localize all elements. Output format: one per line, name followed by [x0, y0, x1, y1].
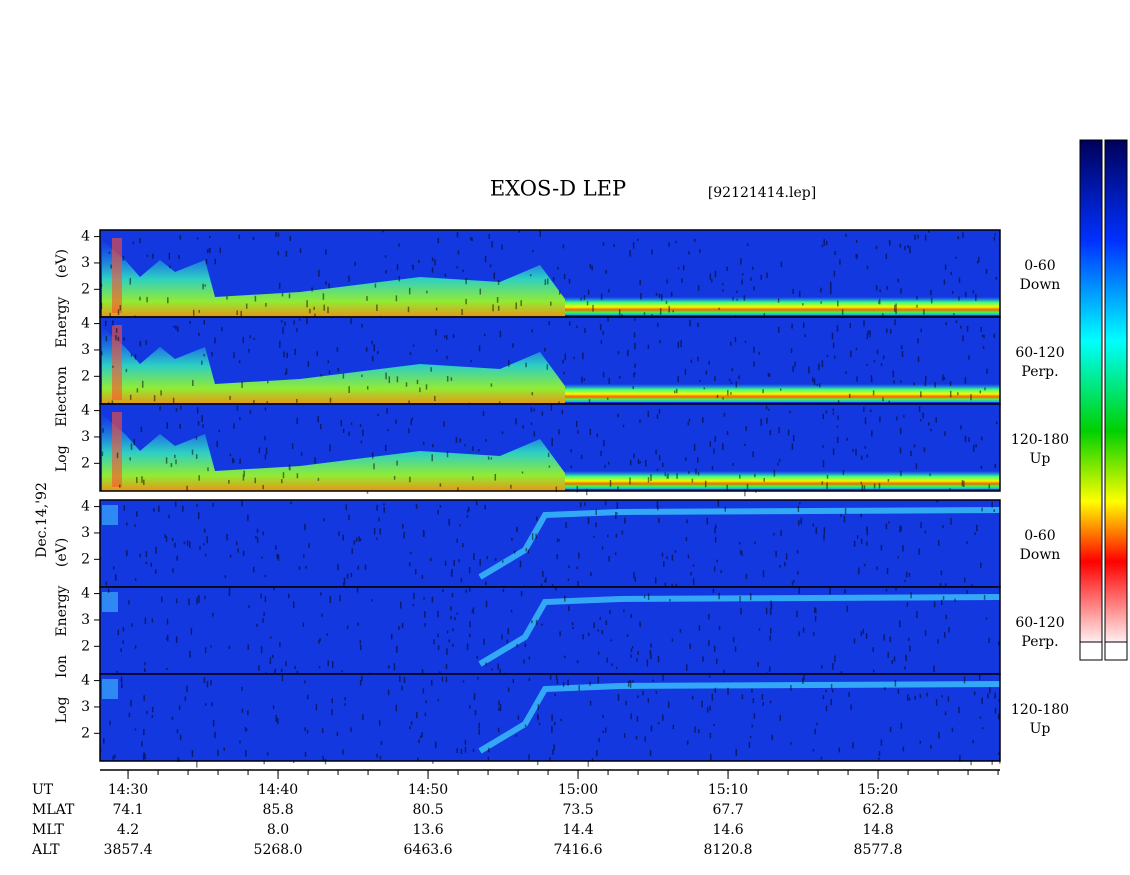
y-tick-label: 4: [81, 229, 90, 245]
direction-label: Up: [1030, 721, 1051, 737]
noise: [99, 500, 995, 593]
title: EXOS-D LEP: [490, 177, 626, 201]
ephemeris-value: 80.5: [412, 802, 443, 818]
panel-frame: [99, 673, 1001, 762]
y-tick-label: 4: [81, 673, 90, 689]
spectrogram-feature: [478, 594, 1001, 667]
date: Dec.14,'92: [34, 482, 50, 558]
ephemeris-value: 73.5: [562, 802, 593, 818]
file-name: [92121414.lep]: [708, 185, 816, 201]
ephemeris-value: 8577.8: [854, 842, 903, 858]
direction-label: Down: [1020, 277, 1061, 293]
y-tick-label: 3: [81, 342, 90, 358]
y-tick-label: 3: [81, 525, 90, 541]
y-tick-label: 4: [81, 586, 90, 602]
ephemeris-value: 14.4: [562, 822, 593, 838]
y-tick-label: 2: [81, 455, 90, 471]
row-label: MLAT: [32, 802, 75, 818]
y-tick-label: 4: [81, 316, 90, 332]
y-axis-label: Log Electron Energy (eV): [54, 249, 70, 472]
colorbars: [1079, 139, 1128, 661]
ephemeris-value: 13.6: [412, 822, 443, 838]
spectrogram-feature: [565, 297, 1000, 315]
spectrogram-feature: [102, 592, 118, 612]
ephemeris-value: 14.8: [862, 822, 893, 838]
x-tick-label: 15:10: [708, 782, 748, 798]
x-tick-label: 15:00: [558, 782, 598, 798]
spectrogram-feature: [102, 327, 565, 404]
colorbar: [1104, 139, 1128, 643]
spectrogram-feature: [565, 471, 1000, 489]
angle-label: 120-180: [1011, 432, 1069, 448]
ephemeris-value: 7416.6: [554, 842, 603, 858]
y-tick-label: 3: [81, 612, 90, 628]
ephemeris-value: 8.0: [267, 822, 289, 838]
ephemeris-value: 3857.4: [104, 842, 153, 858]
ephemeris-value: 4.2: [117, 822, 139, 838]
y-tick-label: 3: [81, 255, 90, 271]
spectrogram-feature: [102, 414, 565, 491]
ephemeris-value: 6463.6: [404, 842, 453, 858]
colorbar: [1079, 139, 1103, 643]
ephemeris-value: 14.6: [712, 822, 743, 838]
angle-label: 60-120: [1015, 345, 1064, 361]
row-label: UT: [32, 782, 54, 798]
spectrogram-feature: [102, 240, 565, 317]
ephemeris-value: 62.8: [862, 802, 893, 818]
x-tick-label: 15:20: [858, 782, 898, 798]
y-tick-label: 3: [81, 429, 90, 445]
angle-label: 60-120: [1015, 615, 1064, 631]
spectrogram-feature: [478, 681, 1001, 754]
x-tick-label: 14:30: [108, 782, 148, 798]
x-tick-label: 14:50: [408, 782, 448, 798]
y-tick-label: 2: [81, 368, 90, 384]
y-tick-label: 4: [81, 499, 90, 515]
y-axis-label: Log Ion Energy (eV): [54, 538, 70, 723]
y-tick-label: 2: [81, 551, 90, 567]
colorbar-label-box: [1104, 641, 1128, 661]
ephemeris-value: 74.1: [112, 802, 143, 818]
panel-frame: [99, 403, 1001, 492]
spectrogram-feature: [478, 507, 1001, 580]
angle-label: 120-180: [1011, 702, 1069, 718]
angle-label: 0-60: [1024, 258, 1055, 274]
y-tick-label: 4: [81, 403, 90, 419]
x-tick-label: 14:40: [258, 782, 298, 798]
noise: [101, 404, 998, 497]
spectrogram-feature: [565, 384, 1000, 402]
ephemeris-value: 8120.8: [704, 842, 753, 858]
row-label: ALT: [31, 842, 60, 858]
ephemeris-value: 5268.0: [254, 842, 303, 858]
spectrogram-feature: [112, 238, 122, 313]
ephemeris-value: 85.8: [262, 802, 293, 818]
direction-label: Up: [1030, 451, 1051, 467]
row-label: MLT: [32, 822, 64, 838]
spectrogram-feature: [112, 412, 122, 487]
y-tick-label: 2: [81, 725, 90, 741]
noise: [107, 587, 1000, 681]
spectrogram-feature: [102, 679, 118, 699]
angle-label: 0-60: [1024, 528, 1055, 544]
spectrogram-feature: [102, 505, 118, 525]
colorbar-label-box: [1079, 641, 1103, 661]
y-tick-label: 2: [81, 281, 90, 297]
direction-label: Perp.: [1021, 364, 1058, 380]
y-tick-label: 2: [81, 638, 90, 654]
direction-label: Down: [1020, 547, 1061, 563]
noise: [99, 674, 1001, 768]
direction-label: Perp.: [1021, 634, 1058, 650]
spectrogram-feature: [112, 325, 122, 400]
ephemeris-value: 67.7: [712, 802, 743, 818]
y-tick-label: 3: [81, 699, 90, 715]
